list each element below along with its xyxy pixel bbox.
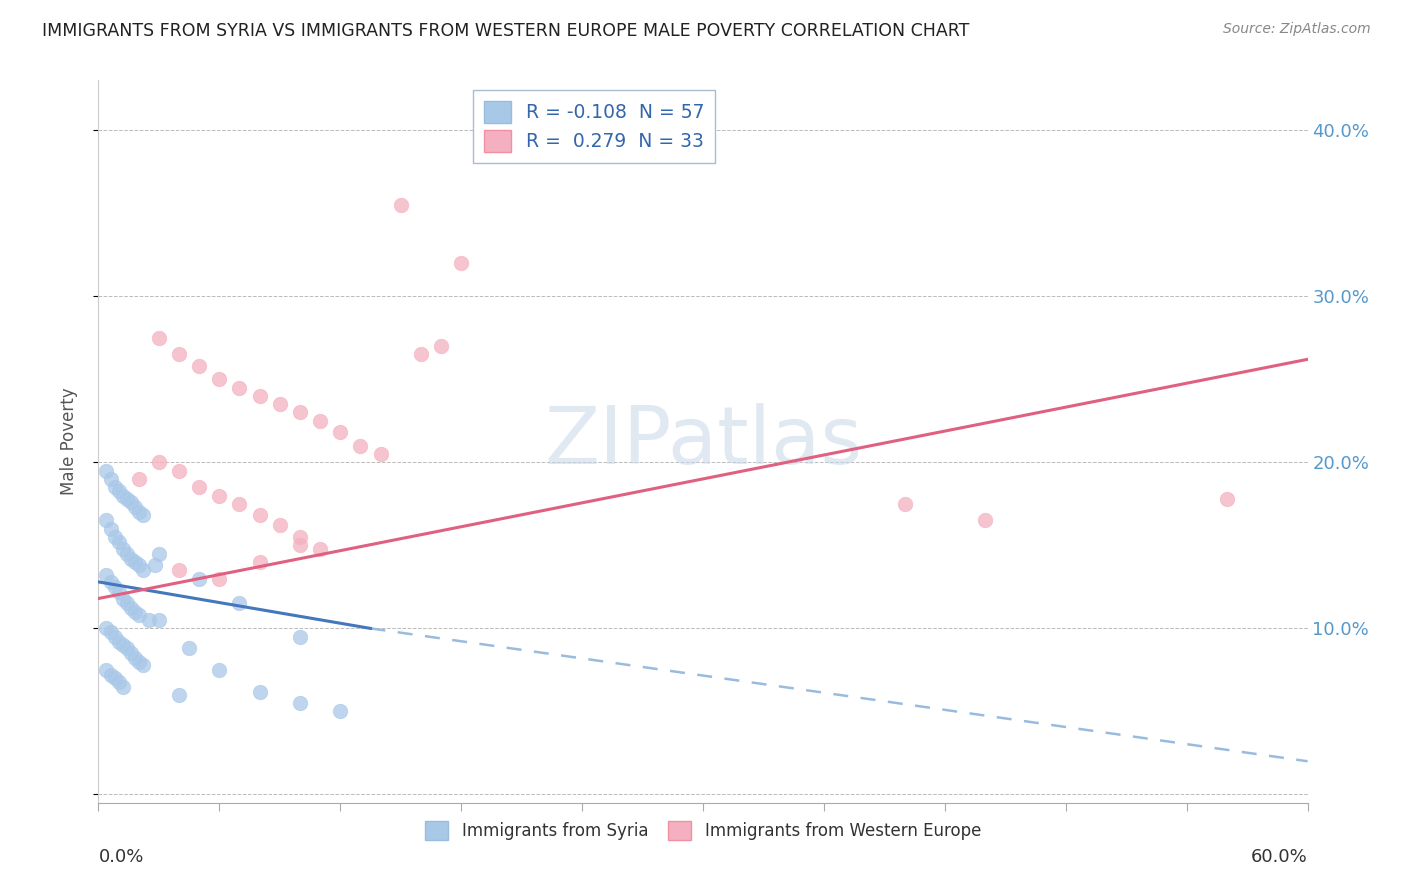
Point [249, 684, 271, 698]
Point [115, 641, 138, 656]
Point [167, 347, 190, 361]
Point [309, 541, 332, 556]
Point [100, 472, 122, 486]
Point [120, 601, 142, 615]
Point [132, 657, 155, 672]
Point [228, 497, 250, 511]
Point [96, 513, 118, 527]
Text: ZIPatlas: ZIPatlas [544, 402, 862, 481]
Point [1216, 491, 1239, 506]
Point [115, 597, 138, 611]
Point [100, 624, 122, 639]
Point [103, 630, 125, 644]
Text: 60.0%: 60.0% [1251, 847, 1308, 865]
Point [288, 538, 311, 552]
Point [188, 572, 211, 586]
Point [430, 339, 453, 353]
Point [167, 464, 190, 478]
Point [124, 555, 146, 569]
Point [100, 574, 122, 589]
Point [120, 551, 142, 566]
Text: 0.0%: 0.0% [98, 847, 143, 865]
Point [128, 558, 150, 573]
Point [143, 558, 166, 573]
Point [128, 472, 150, 486]
Point [100, 522, 122, 536]
Point [228, 597, 250, 611]
Point [120, 646, 142, 660]
Point [249, 389, 271, 403]
Point [148, 613, 170, 627]
Point [96, 621, 118, 635]
Point [111, 638, 134, 652]
Point [115, 491, 138, 506]
Point [103, 530, 125, 544]
Point [389, 198, 412, 212]
Point [111, 591, 134, 606]
Point [329, 705, 352, 719]
Point [148, 547, 170, 561]
Point [107, 634, 129, 648]
Point [115, 547, 138, 561]
Point [148, 455, 170, 469]
Point [288, 530, 311, 544]
Point [124, 605, 146, 619]
Text: IMMIGRANTS FROM SYRIA VS IMMIGRANTS FROM WESTERN EUROPE MALE POVERTY CORRELATION: IMMIGRANTS FROM SYRIA VS IMMIGRANTS FROM… [42, 22, 970, 40]
Point [132, 508, 155, 523]
Point [288, 405, 311, 419]
Point [269, 518, 291, 533]
Point [208, 663, 231, 677]
Point [96, 568, 118, 582]
Point [107, 674, 129, 689]
Point [124, 500, 146, 515]
Point [208, 372, 231, 386]
Point [132, 563, 155, 577]
Point [349, 439, 371, 453]
Point [269, 397, 291, 411]
Point [111, 680, 134, 694]
Point [179, 641, 201, 656]
Point [100, 668, 122, 682]
Point [96, 663, 118, 677]
Point [128, 608, 150, 623]
Point [167, 563, 190, 577]
Point [103, 580, 125, 594]
Point [228, 380, 250, 394]
Point [120, 495, 142, 509]
Text: Source: ZipAtlas.com: Source: ZipAtlas.com [1223, 22, 1371, 37]
Point [128, 505, 150, 519]
Point [167, 688, 190, 702]
Point [288, 630, 311, 644]
Point [893, 497, 915, 511]
Legend: Immigrants from Syria, Immigrants from Western Europe: Immigrants from Syria, Immigrants from W… [416, 813, 990, 848]
Point [208, 489, 231, 503]
Point [329, 425, 352, 440]
Point [107, 535, 129, 549]
Point [148, 331, 170, 345]
Point [138, 613, 160, 627]
Point [188, 480, 211, 494]
Point [409, 347, 432, 361]
Point [124, 651, 146, 665]
Point [111, 489, 134, 503]
Point [188, 359, 211, 373]
Y-axis label: Male Poverty: Male Poverty [59, 388, 77, 495]
Point [249, 555, 271, 569]
Point [288, 696, 311, 710]
Point [309, 414, 332, 428]
Point [450, 256, 472, 270]
Point [974, 513, 997, 527]
Point [111, 541, 134, 556]
Point [249, 508, 271, 523]
Point [107, 483, 129, 498]
Point [128, 655, 150, 669]
Point [208, 572, 231, 586]
Point [103, 671, 125, 685]
Point [107, 585, 129, 599]
Point [370, 447, 392, 461]
Point [103, 480, 125, 494]
Point [96, 464, 118, 478]
